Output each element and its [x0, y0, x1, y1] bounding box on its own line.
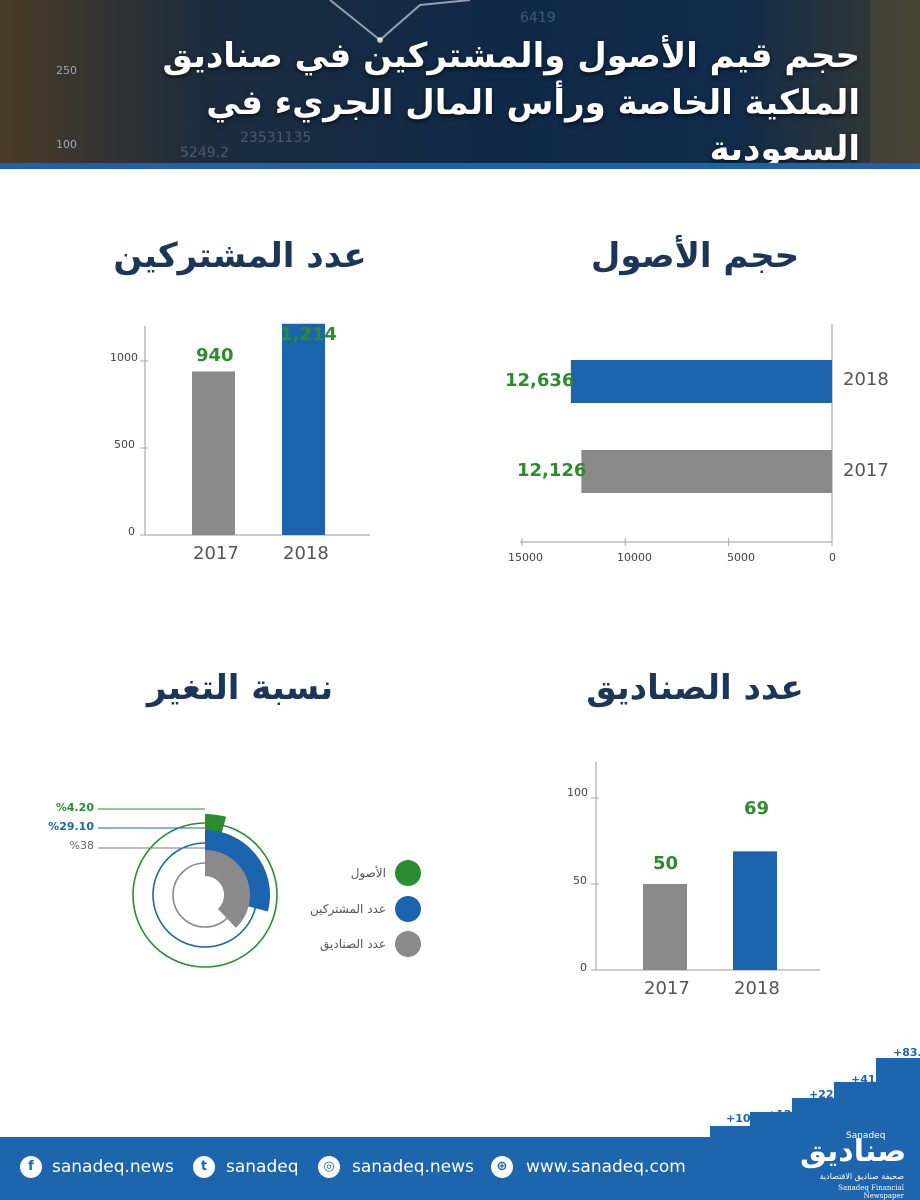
change-label-assets: %4.20 [55, 801, 94, 814]
change-label-funds: %38 [69, 839, 94, 852]
header-bg-number: 5249.2 [180, 145, 229, 161]
funds-ytick: 100 [567, 786, 588, 799]
instagram-link[interactable]: sanadeq.news [352, 1157, 474, 1177]
change-arc-0 [204, 814, 227, 835]
growth-steps [710, 1058, 920, 1140]
legend-label-assets: الأصول [350, 866, 386, 880]
change-arc-2 [204, 850, 250, 928]
facebook-icon[interactable]: f [20, 1156, 42, 1178]
header-axis-tick: 250 [56, 64, 77, 77]
subscribers-bar-2017 [192, 371, 235, 535]
subscribers-ytick: 1000 [110, 351, 138, 364]
funds-ytick: 0 [580, 961, 587, 974]
change-chart [98, 808, 278, 968]
header-bg-number: 23531135 [240, 130, 312, 146]
funds-category-label: 2017 [644, 978, 690, 999]
header-axis-tick: 100 [56, 138, 77, 151]
assets-value-label: 12,636 [505, 370, 575, 391]
header-bg-number: 6419 [520, 10, 556, 26]
funds-chart [591, 762, 820, 971]
step-label: +22.6 [809, 1088, 846, 1101]
page-title-line-2: الملكية الخاصة ورأس المال الجريء في السع… [206, 83, 860, 163]
assets-xtick: 15000 [508, 551, 543, 564]
funds-ytick: 50 [573, 874, 587, 887]
header-banner: 23531135 6419 5249.2 250 100 حجم قيم الأ… [0, 0, 920, 163]
assets-chart [520, 324, 833, 546]
assets-xtick: 10000 [617, 551, 652, 564]
logo-small-text: Sanadeq [846, 1131, 886, 1141]
funds-bar-2018 [733, 851, 777, 970]
funds-bar-2017 [643, 884, 687, 970]
header-decoration [329, 0, 920, 163]
assets-category-label: 2018 [843, 369, 889, 390]
legend-dot-subscribers [395, 896, 421, 922]
step-label: +12.0 [767, 1108, 804, 1121]
funds-category-label: 2018 [734, 978, 780, 999]
subscribers-value-label: 1,214 [280, 324, 337, 345]
globe-icon[interactable]: ⊕ [491, 1156, 513, 1178]
logo-subtitle-en: Sanadeq Financial Newspaper [838, 1184, 904, 1200]
assets-value-label: 12,126 [517, 460, 587, 481]
legend-label-subscribers: عدد المشتركين [310, 902, 386, 916]
change-chart-title: نسبة التغير [146, 668, 334, 708]
logo-text: صناديق [800, 1134, 907, 1169]
footer-bar [0, 1137, 920, 1200]
subscribers-category-label: 2017 [193, 543, 239, 564]
subscribers-bar-2018 [282, 323, 325, 535]
assets-xtick: 5000 [727, 551, 755, 564]
subscribers-ytick: 500 [114, 438, 135, 451]
twitter-icon[interactable]: t [193, 1156, 215, 1178]
page-title-line-1: حجم قيم الأصول والمشتركين في صناديق [162, 36, 860, 76]
header-strip [0, 163, 920, 169]
instagram-icon[interactable]: ◎ [318, 1156, 340, 1178]
funds-chart-title: عدد الصناديق [586, 668, 804, 708]
funds-value-label: 50 [653, 853, 679, 874]
subscribers-category-label: 2018 [283, 543, 329, 564]
legend-dot-assets [395, 860, 421, 886]
subscribers-value-label: 940 [196, 345, 234, 366]
facebook-link[interactable]: sanadeq.news [52, 1157, 174, 1177]
funds-value-label: 69 [744, 798, 770, 819]
legend-dot-funds [395, 931, 421, 957]
subscribers-chart [140, 323, 370, 536]
assets-bar-2018 [570, 360, 832, 403]
assets-xtick: 0 [829, 551, 836, 564]
twitter-link[interactable]: sanadeq [226, 1157, 299, 1177]
assets-bar-2017 [581, 450, 832, 493]
legend-label-funds: عدد الصناديق [320, 937, 386, 951]
website-link[interactable]: www.sanadeq.com [526, 1157, 686, 1177]
assets-category-label: 2017 [843, 460, 889, 481]
change-label-subscribers: %29.10 [48, 820, 94, 833]
subscribers-chart-title: عدد المشتركين [113, 236, 367, 276]
assets-chart-title: حجم الأصول [590, 236, 800, 276]
subscribers-ytick: 0 [128, 525, 135, 538]
step-label: +83.0 [893, 1046, 920, 1059]
step-label: +10.3 [726, 1112, 763, 1125]
step-label: +41.9 [851, 1073, 888, 1086]
change-arc-1 [204, 830, 270, 912]
logo-subtitle-ar: صحيفة صناديق الاقتصادية [819, 1172, 904, 1181]
